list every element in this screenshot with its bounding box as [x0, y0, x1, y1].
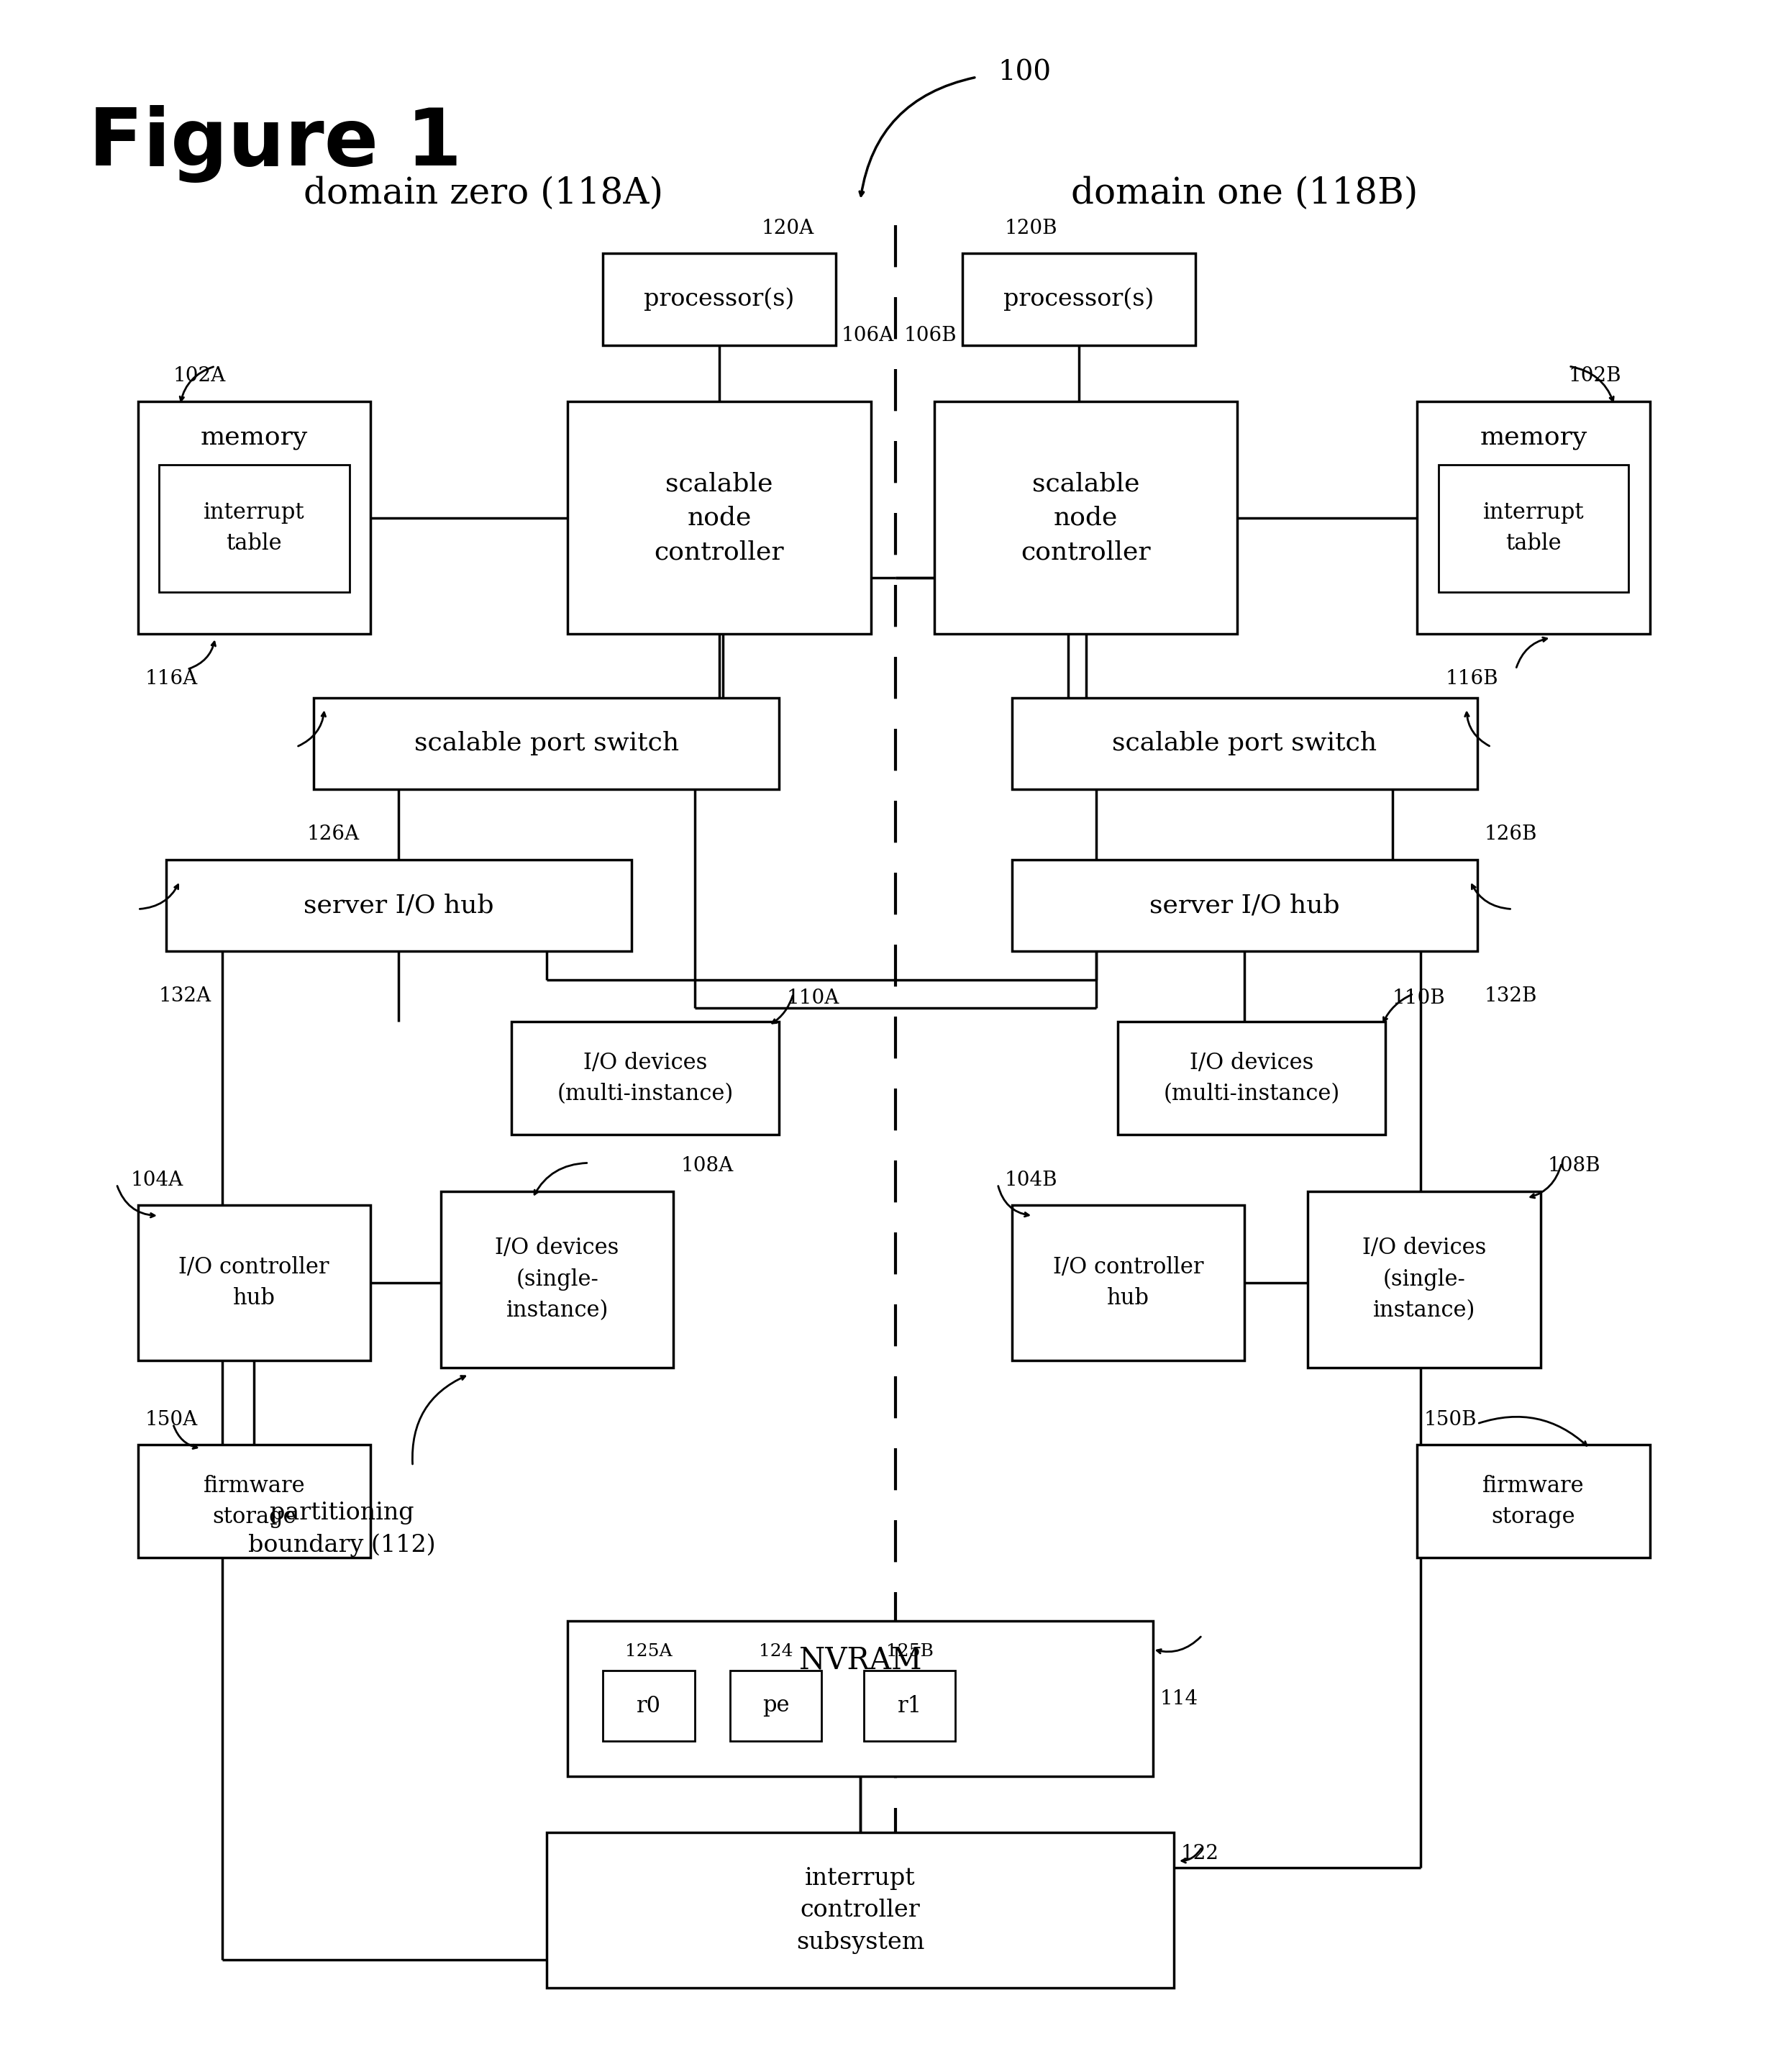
- Text: processor(s): processor(s): [1003, 288, 1153, 311]
- Text: 120B: 120B: [1005, 218, 1058, 238]
- Text: I/O devices
(single-
instance): I/O devices (single- instance): [1363, 1237, 1487, 1322]
- Text: memory: memory: [1479, 427, 1587, 450]
- Text: 120A: 120A: [761, 218, 815, 238]
- Bar: [1012, 860, 1478, 951]
- Text: 100: 100: [998, 60, 1051, 87]
- Text: scalable
node
controller: scalable node controller: [1021, 470, 1152, 564]
- Bar: [138, 1206, 371, 1361]
- Text: 104A: 104A: [131, 1171, 183, 1189]
- Text: 150B: 150B: [1424, 1409, 1478, 1430]
- Text: I/O devices
(multi-instance): I/O devices (multi-instance): [557, 1053, 734, 1104]
- Text: I/O devices
(multi-instance): I/O devices (multi-instance): [1164, 1053, 1340, 1104]
- Bar: [731, 1670, 822, 1740]
- Text: 132A: 132A: [159, 986, 211, 1007]
- Text: r1: r1: [897, 1695, 922, 1718]
- Text: 114: 114: [1161, 1689, 1198, 1709]
- Text: 110A: 110A: [786, 988, 838, 1007]
- Bar: [313, 698, 779, 789]
- Text: scalable port switch: scalable port switch: [1112, 731, 1377, 756]
- Bar: [1012, 1206, 1245, 1361]
- Text: 125A: 125A: [625, 1643, 672, 1660]
- Bar: [441, 1191, 673, 1368]
- Bar: [546, 1834, 1173, 1987]
- Text: pe: pe: [763, 1695, 790, 1718]
- Bar: [604, 1670, 695, 1740]
- Text: r0: r0: [636, 1695, 661, 1718]
- Bar: [568, 402, 870, 634]
- Bar: [863, 1670, 955, 1740]
- Text: 122: 122: [1180, 1844, 1220, 1863]
- Text: 116A: 116A: [145, 669, 197, 688]
- Text: I/O controller
hub: I/O controller hub: [179, 1256, 330, 1310]
- Text: I/O controller
hub: I/O controller hub: [1053, 1256, 1204, 1310]
- Text: Figure 1: Figure 1: [88, 106, 462, 182]
- Bar: [962, 253, 1195, 346]
- Text: 102B: 102B: [1569, 367, 1621, 385]
- Bar: [1012, 698, 1478, 789]
- Text: partitioning
boundary (112): partitioning boundary (112): [249, 1502, 435, 1556]
- Text: NVRAM: NVRAM: [799, 1645, 922, 1674]
- Bar: [138, 1444, 371, 1558]
- Text: scalable
node
controller: scalable node controller: [654, 470, 784, 564]
- Text: 126A: 126A: [306, 825, 360, 843]
- Text: interrupt
table: interrupt table: [1483, 501, 1583, 555]
- Bar: [1118, 1021, 1386, 1135]
- Text: firmware
storage: firmware storage: [1483, 1475, 1585, 1527]
- Text: 116B: 116B: [1445, 669, 1499, 688]
- Text: 124: 124: [759, 1643, 793, 1660]
- Bar: [167, 860, 630, 951]
- Text: 110B: 110B: [1392, 988, 1445, 1007]
- Bar: [159, 464, 349, 593]
- Text: domain one (118B): domain one (118B): [1071, 176, 1418, 211]
- Bar: [935, 402, 1238, 634]
- Text: interrupt
table: interrupt table: [204, 501, 304, 555]
- Bar: [1438, 464, 1628, 593]
- Text: 106B: 106B: [904, 325, 956, 346]
- Bar: [512, 1021, 779, 1135]
- Text: 106A: 106A: [842, 325, 894, 346]
- Text: 108B: 108B: [1547, 1156, 1601, 1175]
- Bar: [1417, 1444, 1650, 1558]
- Text: 126B: 126B: [1485, 825, 1537, 843]
- Text: 150A: 150A: [145, 1409, 197, 1430]
- Text: 125B: 125B: [887, 1643, 933, 1660]
- Text: memory: memory: [201, 427, 308, 450]
- Bar: [568, 1620, 1153, 1776]
- Bar: [604, 253, 836, 346]
- Text: I/O devices
(single-
instance): I/O devices (single- instance): [494, 1237, 620, 1322]
- Text: interrupt
controller
subsystem: interrupt controller subsystem: [797, 1867, 924, 1954]
- Text: server I/O hub: server I/O hub: [1150, 893, 1340, 918]
- Bar: [1417, 402, 1650, 634]
- Text: processor(s): processor(s): [645, 288, 795, 311]
- Text: server I/O hub: server I/O hub: [303, 893, 494, 918]
- Text: 108A: 108A: [681, 1156, 733, 1175]
- Bar: [1307, 1191, 1540, 1368]
- Text: 132B: 132B: [1485, 986, 1537, 1007]
- Bar: [138, 402, 371, 634]
- Text: 102A: 102A: [174, 367, 226, 385]
- Text: scalable port switch: scalable port switch: [414, 731, 679, 756]
- Text: firmware
storage: firmware storage: [202, 1475, 304, 1527]
- Text: 104B: 104B: [1005, 1171, 1058, 1189]
- Text: domain zero (118A): domain zero (118A): [303, 176, 663, 211]
